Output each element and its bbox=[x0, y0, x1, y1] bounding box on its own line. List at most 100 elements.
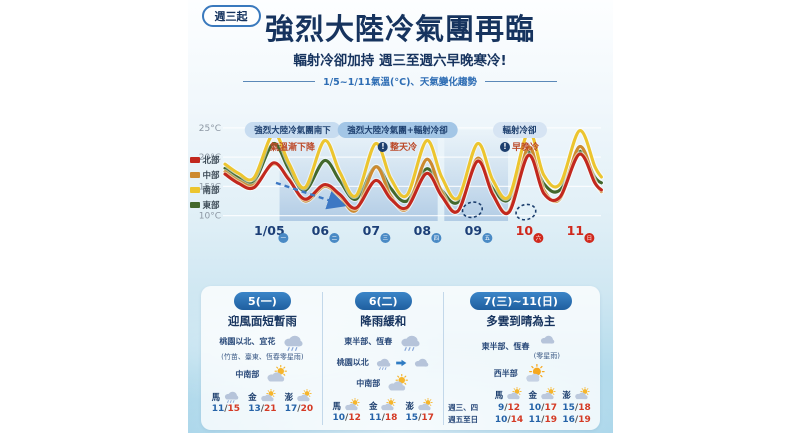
phase-pill: 輻射冷卻 bbox=[492, 122, 547, 138]
legend-swatch bbox=[189, 172, 200, 178]
islands-row: 馬 1012 金 1118 澎 1517 bbox=[327, 398, 439, 423]
phase-note: ! 早晚冷 bbox=[492, 140, 546, 153]
forecast-row-small: (竹苗、臺東、恆春零星雨) bbox=[221, 353, 304, 361]
chart-caption-row: 1/5~1/11氣溫(°C)、天氣變化趨勢 bbox=[188, 74, 613, 88]
temp-row-label: 週五至日 bbox=[448, 415, 479, 424]
rain-icon bbox=[396, 332, 422, 351]
svg-text:25°C: 25°C bbox=[198, 124, 220, 134]
forecast-row: 東半部、恆春 bbox=[327, 332, 439, 351]
caption-rule-left bbox=[243, 80, 316, 82]
island-penghu: 澎 1720 bbox=[285, 389, 314, 414]
rain-icon bbox=[373, 356, 392, 370]
page-subtitle: 輻射冷卻加持 週三至週六早晚寒冷! bbox=[293, 53, 507, 69]
legend-item-south: 南部 bbox=[189, 184, 220, 196]
phase-note: ! 整天冷 bbox=[337, 140, 458, 153]
temp-pair: 912 bbox=[492, 403, 526, 413]
forecast-col-wed-to-sun: 7(三)~11(日) 多雲到晴為主 東半部、恆春 (零星雨) 西半部 馬 金 bbox=[443, 292, 597, 425]
phase-note: 氣溫漸下降 bbox=[269, 143, 316, 153]
partly-sunny-icon bbox=[294, 389, 313, 403]
partly-sunny-icon bbox=[572, 387, 591, 401]
phase-cold-surge-arrives: 強烈大陸冷氣團南下 氣溫漸下降 bbox=[244, 118, 341, 153]
svg-text:一: 一 bbox=[280, 236, 286, 242]
island-kinmen: 金 1321 bbox=[248, 389, 277, 414]
forecast-row: 東半部、恆春 (零星雨) bbox=[448, 332, 593, 361]
svg-text:10°C: 10°C bbox=[198, 212, 220, 222]
island-matsu: 馬 1012 bbox=[332, 398, 361, 423]
partly-sunny-icon bbox=[258, 389, 277, 403]
forecast-row: 桃園以北 bbox=[327, 354, 439, 371]
islands-temp-table: 馬 金 澎 週三、四 912 1017 1518 週五至日 1014 1119 … bbox=[448, 387, 593, 425]
svg-text:10: 10 bbox=[515, 223, 533, 238]
svg-text:四: 四 bbox=[433, 235, 439, 242]
temp-pair: 1014 bbox=[492, 415, 526, 425]
island-penghu: 澎 bbox=[560, 387, 594, 401]
forecast-row: 中南部 bbox=[207, 365, 319, 384]
legend-swatch bbox=[189, 157, 200, 163]
island-kinmen: 金 bbox=[526, 387, 560, 401]
phase-radiative-cooling: 輻射冷卻 ! 早晚冷 bbox=[492, 118, 547, 153]
forecast-row: 中南部 bbox=[327, 374, 439, 393]
legend-swatch bbox=[189, 187, 200, 193]
island-kinmen: 金 1118 bbox=[369, 398, 398, 423]
legend-swatch bbox=[189, 202, 200, 208]
page-title: 強烈大陸冷氣團再臨 bbox=[264, 12, 535, 46]
island-penghu: 澎 1517 bbox=[405, 398, 434, 423]
svg-text:六: 六 bbox=[535, 234, 541, 242]
forecast-panel: 5(一) 迎風面短暫雨 桃園以北、宜花 (竹苗、臺東、恆春零星雨) 中南部 馬 … bbox=[200, 286, 600, 430]
temp-pair: 1119 bbox=[526, 415, 560, 425]
cloud-icon bbox=[411, 356, 430, 370]
partly-sunny-icon bbox=[263, 365, 289, 384]
island-matsu: 馬 1115 bbox=[212, 389, 241, 414]
svg-text:06: 06 bbox=[311, 223, 329, 238]
svg-text:二: 二 bbox=[331, 236, 337, 242]
phase-pill: 強烈大陸冷氣團+輻射冷卻 bbox=[337, 122, 458, 138]
mostly-sunny-icon bbox=[522, 364, 548, 383]
partly-sunny-icon bbox=[504, 387, 523, 401]
temp-row-label: 週三、四 bbox=[448, 403, 479, 412]
caption-rule-right bbox=[484, 80, 557, 82]
legend-item-east: 東部 bbox=[189, 199, 220, 211]
partly-sunny-icon bbox=[384, 374, 410, 393]
svg-text:11: 11 bbox=[566, 223, 583, 238]
partly-sunny-icon bbox=[378, 398, 397, 412]
forecast-col-tuesday: 6(二) 降雨緩和 東半部、恆春 桃園以北 中南部 bbox=[322, 292, 443, 425]
svg-text:08: 08 bbox=[413, 223, 430, 238]
temp-pair: 1619 bbox=[560, 415, 594, 425]
chart-legend: 北部 中部 南部 東部 bbox=[189, 154, 220, 211]
rain-icon bbox=[279, 332, 305, 351]
legend-item-central: 中部 bbox=[189, 169, 220, 181]
forecast-heading: 迎風面短暫雨 bbox=[227, 314, 297, 328]
legend-item-north: 北部 bbox=[189, 154, 220, 166]
partly-sunny-icon bbox=[342, 398, 361, 412]
svg-text:1/05: 1/05 bbox=[254, 223, 285, 238]
badge-from-wednesday: 週三起 bbox=[201, 5, 261, 27]
cloud-icon bbox=[537, 333, 556, 347]
rain-icon bbox=[221, 389, 240, 403]
forecast-col-monday: 5(一) 迎風面短暫雨 桃園以北、宜花 (竹苗、臺東、恆春零星雨) 中南部 馬 … bbox=[203, 292, 323, 425]
partly-sunny-icon bbox=[538, 387, 557, 401]
svg-text:日: 日 bbox=[586, 235, 592, 242]
phase-cold-surge-radiative: 強烈大陸冷氣團+輻射冷卻 ! 整天冷 bbox=[337, 118, 458, 153]
forecast-row: 西半部 bbox=[448, 364, 593, 383]
temp-pair: 1518 bbox=[560, 403, 594, 413]
chart-caption: 1/5~1/11氣溫(°C)、天氣變化趨勢 bbox=[323, 77, 477, 88]
phase-pill: 強烈大陸冷氣團南下 bbox=[244, 122, 341, 138]
poster: 週三起 強烈大陸冷氣團再臨 輻射冷卻加持 週三至週六早晚寒冷! 1/5~1/11… bbox=[187, 0, 613, 433]
arrow-right-icon bbox=[396, 359, 407, 367]
svg-text:20°C: 20°C bbox=[198, 153, 220, 163]
forecast-heading: 降雨緩和 bbox=[360, 314, 407, 328]
svg-text:07: 07 bbox=[362, 223, 379, 238]
forecast-heading: 多雲到晴為主 bbox=[486, 314, 556, 328]
forecast-row: 桃園以北、宜花 bbox=[207, 332, 319, 351]
svg-text:15°C: 15°C bbox=[198, 182, 220, 192]
partly-sunny-icon bbox=[415, 398, 434, 412]
svg-text:三: 三 bbox=[382, 235, 388, 242]
svg-text:五: 五 bbox=[484, 235, 490, 242]
temp-pair: 1017 bbox=[526, 403, 560, 413]
islands-row: 馬 1115 金 1321 澎 1720 bbox=[207, 389, 319, 414]
temperature-line-chart: 25°C 20°C 15°C 10°C 1/05一 06二 07三 08四 09五 10六 11日 bbox=[198, 124, 604, 243]
day-pill: 6(二) bbox=[354, 292, 412, 310]
svg-text:09: 09 bbox=[464, 223, 481, 238]
day-pill: 7(三)~11(日) bbox=[469, 292, 572, 310]
